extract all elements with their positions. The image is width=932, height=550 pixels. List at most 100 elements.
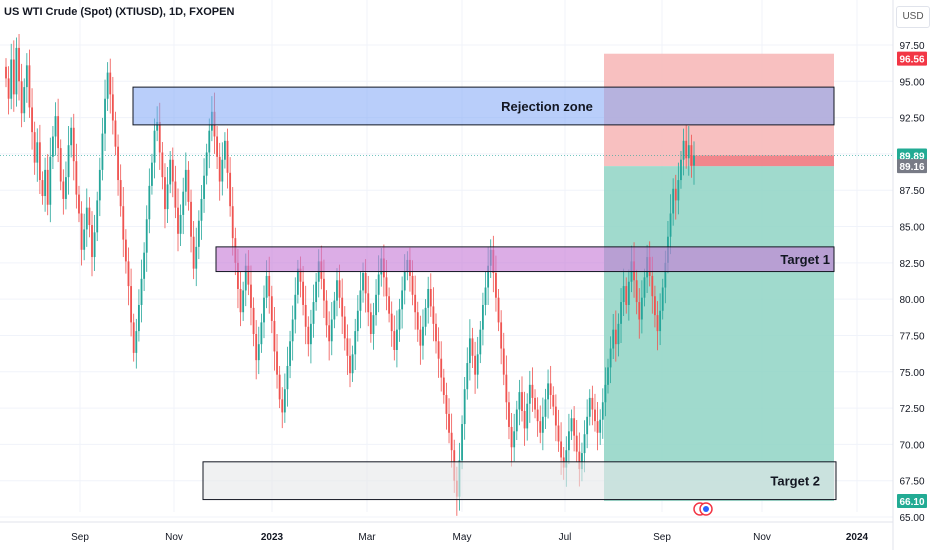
candle[interactable]: [625, 277, 628, 314]
candle[interactable]: [622, 268, 625, 317]
candle[interactable]: [627, 269, 630, 321]
candle[interactable]: [500, 310, 503, 365]
candle[interactable]: [179, 204, 182, 246]
candle[interactable]: [101, 117, 104, 181]
candle[interactable]: [148, 168, 151, 234]
candle[interactable]: [690, 134, 693, 178]
candle[interactable]: [508, 391, 510, 440]
candle[interactable]: [255, 320, 258, 380]
candle[interactable]: [528, 370, 531, 423]
candle[interactable]: [429, 273, 432, 317]
economic-event-icon[interactable]: [693, 502, 713, 516]
candle[interactable]: [682, 128, 685, 176]
candle[interactable]: [672, 178, 675, 226]
candle[interactable]: [463, 376, 466, 440]
candle[interactable]: [223, 132, 226, 169]
candle[interactable]: [98, 157, 101, 217]
candle[interactable]: [395, 310, 398, 368]
candle[interactable]: [67, 126, 70, 195]
target2-zone[interactable]: [202, 461, 837, 501]
candle[interactable]: [28, 49, 31, 118]
candle[interactable]: [33, 121, 36, 175]
candle[interactable]: [356, 295, 359, 342]
target-price-label[interactable]: 66.10: [897, 494, 927, 509]
candle[interactable]: [471, 327, 474, 368]
candle[interactable]: [534, 389, 536, 419]
candle[interactable]: [127, 247, 130, 306]
price-axis[interactable]: 97.5095.0092.5090.0087.5085.0082.5080.00…: [892, 0, 932, 550]
candle[interactable]: [174, 165, 177, 219]
candle[interactable]: [481, 292, 484, 346]
candle[interactable]: [450, 413, 453, 468]
candle[interactable]: [41, 171, 44, 205]
candle[interactable]: [15, 37, 18, 107]
candle[interactable]: [591, 385, 594, 426]
candle[interactable]: [601, 388, 604, 439]
candle[interactable]: [390, 301, 393, 347]
candle[interactable]: [680, 151, 682, 189]
candle[interactable]: [252, 297, 255, 347]
candle[interactable]: [513, 413, 516, 462]
candle[interactable]: [75, 143, 78, 209]
candle[interactable]: [609, 336, 612, 384]
candle[interactable]: [281, 387, 284, 429]
candle[interactable]: [599, 409, 602, 445]
currency-button[interactable]: USD: [896, 6, 930, 28]
candle[interactable]: [153, 118, 156, 179]
candle[interactable]: [231, 187, 234, 256]
candle[interactable]: [554, 394, 557, 442]
candle[interactable]: [93, 214, 96, 271]
candle[interactable]: [419, 315, 422, 365]
candle[interactable]: [388, 287, 391, 323]
candle[interactable]: [195, 227, 198, 287]
candle[interactable]: [677, 162, 680, 215]
candle[interactable]: [257, 326, 260, 375]
candle[interactable]: [349, 338, 351, 388]
candle[interactable]: [620, 288, 622, 344]
candle[interactable]: [638, 288, 641, 339]
candle[interactable]: [85, 188, 88, 247]
candle[interactable]: [270, 285, 273, 334]
candle[interactable]: [62, 169, 65, 215]
candle[interactable]: [190, 189, 192, 253]
candle[interactable]: [44, 157, 47, 212]
candle[interactable]: [200, 185, 203, 240]
candle[interactable]: [309, 309, 312, 364]
zones-foreground[interactable]: Rejection zone Target 1 Target 2: [132, 86, 837, 516]
candle[interactable]: [607, 358, 609, 394]
candle[interactable]: [151, 153, 153, 195]
candle[interactable]: [111, 76, 114, 135]
candle[interactable]: [278, 365, 281, 409]
candle[interactable]: [289, 330, 291, 379]
candle[interactable]: [239, 271, 242, 327]
candle[interactable]: [187, 161, 190, 211]
candle[interactable]: [307, 316, 310, 357]
candle[interactable]: [659, 293, 662, 346]
candle[interactable]: [229, 157, 232, 217]
candle[interactable]: [106, 62, 109, 111]
candle[interactable]: [164, 163, 166, 229]
candle[interactable]: [325, 290, 328, 338]
candle[interactable]: [502, 332, 505, 386]
candle[interactable]: [54, 102, 57, 156]
candle[interactable]: [286, 346, 289, 407]
candle[interactable]: [59, 139, 62, 191]
candle[interactable]: [575, 419, 578, 463]
candle[interactable]: [161, 142, 164, 190]
candle[interactable]: [260, 313, 263, 353]
candle[interactable]: [145, 205, 148, 272]
candle[interactable]: [693, 141, 695, 185]
candle[interactable]: [427, 276, 430, 324]
candle[interactable]: [130, 268, 133, 337]
candle[interactable]: [604, 367, 607, 417]
candle[interactable]: [177, 188, 179, 252]
candle[interactable]: [184, 152, 187, 206]
candle[interactable]: [557, 409, 560, 452]
candle[interactable]: [263, 285, 265, 339]
candle[interactable]: [294, 277, 297, 334]
candle[interactable]: [36, 128, 39, 182]
target1-zone[interactable]: [215, 246, 835, 273]
candle[interactable]: [617, 313, 620, 357]
candle[interactable]: [208, 118, 211, 169]
